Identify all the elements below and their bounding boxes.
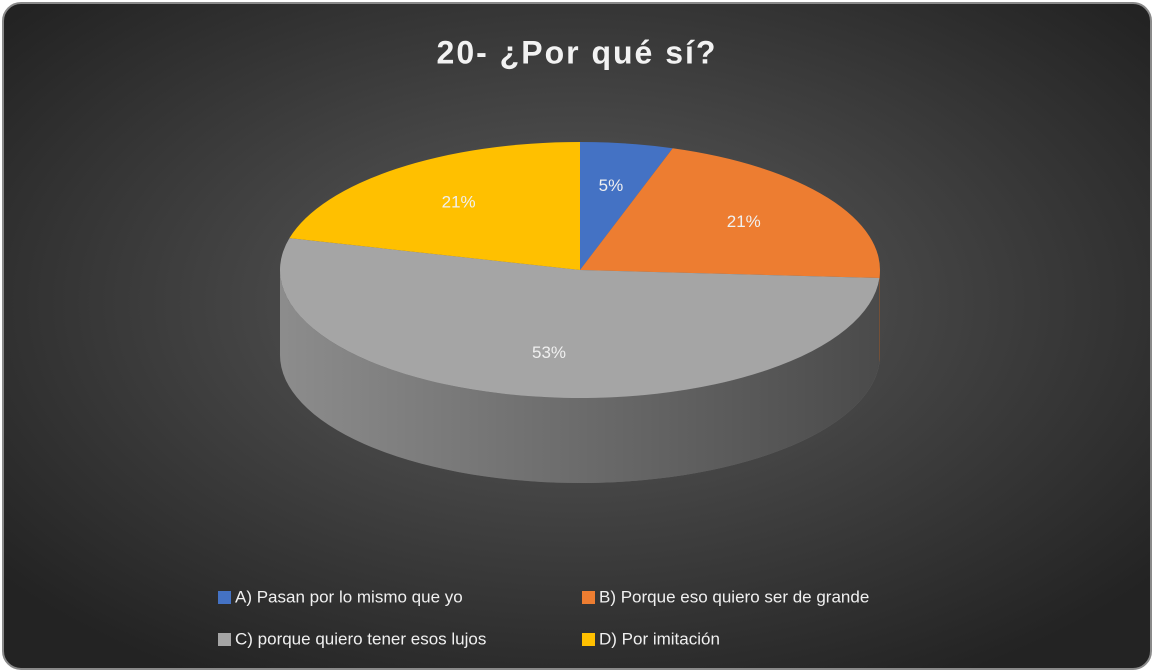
slice (280, 238, 880, 398)
legend-label: D) Por imitación (599, 629, 720, 648)
data-label: 5% (599, 176, 624, 195)
legend-swatch (582, 591, 595, 604)
slice-side-shade (879, 270, 880, 364)
slice-side-shade (280, 270, 880, 484)
chart-title: 20- ¿Por qué sí? (437, 34, 718, 70)
legend-swatch (218, 633, 231, 646)
data-label: 21% (727, 212, 761, 231)
legend-label: C) porque quiero tener esos lujos (235, 629, 486, 648)
legend-swatch (218, 591, 231, 604)
legend-label: A) Pasan por lo mismo que yo (235, 587, 463, 606)
legend-swatch (582, 633, 595, 646)
slice (580, 148, 880, 279)
legend-label: B) Porque eso quiero ser de grande (599, 587, 869, 606)
slice (580, 142, 673, 270)
slice (289, 142, 580, 270)
data-label: 21% (442, 193, 476, 212)
data-label: 53% (532, 343, 566, 362)
